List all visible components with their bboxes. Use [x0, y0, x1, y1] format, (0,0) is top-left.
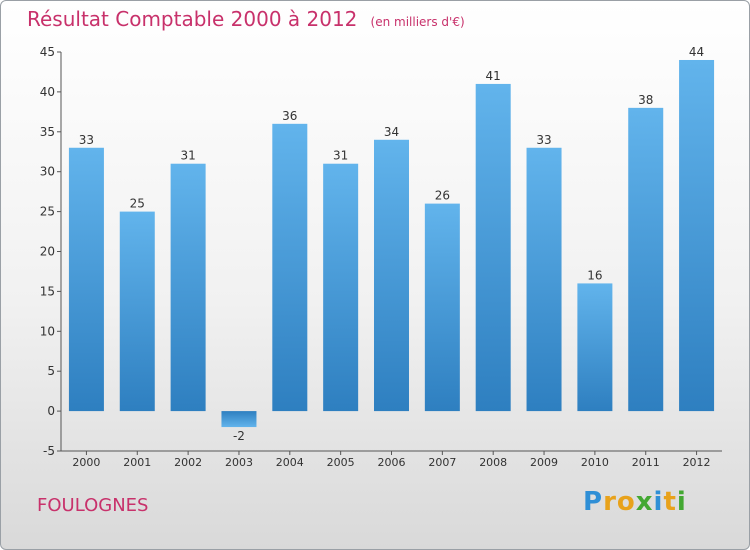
y-tick-label: 0 — [47, 404, 55, 418]
x-tick-label: 2005 — [327, 456, 355, 469]
x-tick-label: 2003 — [225, 456, 253, 469]
bar-value-label: 44 — [689, 45, 704, 59]
y-tick-label: 25 — [40, 205, 55, 219]
logo-letter: x — [635, 487, 654, 517]
proxiti-logo: Proxiti — [583, 487, 687, 517]
logo-letter: P — [583, 487, 604, 517]
x-tick-label: 2010 — [581, 456, 609, 469]
bar — [475, 83, 511, 412]
bar — [577, 283, 613, 412]
bar-value-label: 31 — [180, 149, 195, 163]
logo-letter: i — [676, 487, 687, 517]
x-tick-label: 2004 — [276, 456, 304, 469]
y-tick-label: 10 — [40, 324, 55, 338]
bar — [221, 411, 257, 428]
y-tick-label: 40 — [40, 85, 55, 99]
chart-title: Résultat Comptable 2000 à 2012 (en milli… — [27, 7, 465, 31]
bar-value-label: 25 — [130, 197, 145, 211]
bar-value-label: 38 — [638, 93, 653, 107]
bar — [272, 123, 308, 412]
bar-value-label: 41 — [486, 69, 501, 83]
bar — [526, 147, 562, 412]
bar-value-label: 33 — [79, 133, 94, 147]
bar — [628, 107, 664, 412]
bar — [68, 147, 104, 412]
logo-letter: t — [663, 487, 677, 517]
bar-value-label: -2 — [233, 429, 245, 443]
y-tick-label: 45 — [40, 45, 55, 59]
bar — [170, 163, 206, 412]
logo-letter: r — [603, 487, 617, 517]
x-tick-label: 2006 — [378, 456, 406, 469]
x-tick-label: 2002 — [174, 456, 202, 469]
bar — [323, 163, 359, 412]
x-tick-label: 2001 — [123, 456, 151, 469]
y-tick-label: 20 — [40, 245, 55, 259]
bar-value-label: 31 — [333, 149, 348, 163]
y-tick-label: -5 — [43, 444, 55, 458]
y-tick-label: 35 — [40, 125, 55, 139]
bar — [424, 203, 460, 412]
chart-title-main: Résultat Comptable 2000 à 2012 — [27, 7, 358, 31]
bar-value-label: 36 — [282, 109, 297, 123]
bar-value-label: 26 — [435, 189, 450, 203]
bar — [119, 211, 155, 412]
y-tick-label: 30 — [40, 165, 55, 179]
bar-value-label: 16 — [587, 268, 602, 282]
bar — [374, 139, 409, 412]
bar — [679, 59, 715, 412]
bar-value-label: 34 — [384, 125, 399, 139]
logo-letter: o — [616, 487, 636, 517]
x-tick-label: 2011 — [632, 456, 660, 469]
y-tick-label: 5 — [47, 364, 55, 378]
logo-letter: i — [653, 487, 664, 517]
x-tick-label: 2000 — [72, 456, 100, 469]
bar-value-label: 33 — [536, 133, 551, 147]
x-tick-label: 2007 — [428, 456, 456, 469]
x-tick-label: 2012 — [683, 456, 711, 469]
x-tick-label: 2008 — [479, 456, 507, 469]
chart-unit-note: (en milliers d'€) — [370, 15, 465, 29]
y-tick-label: 15 — [40, 284, 55, 298]
commune-name: FOULOGNES — [37, 495, 149, 516]
x-tick-label: 2009 — [530, 456, 558, 469]
